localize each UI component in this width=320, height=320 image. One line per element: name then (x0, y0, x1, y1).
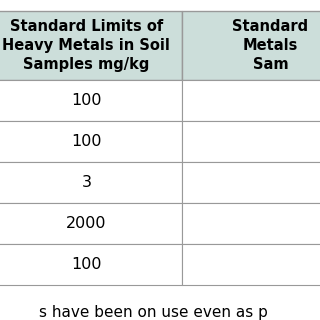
Bar (182, 11, 320, 80)
Text: Standard Limits of
Heavy Metals in Soil
Samples mg/kg: Standard Limits of Heavy Metals in Soil … (3, 19, 170, 72)
Bar (182, 244, 320, 285)
Bar (182, 162, 320, 203)
Bar (0, 121, 182, 162)
Text: 100: 100 (71, 93, 102, 108)
Bar (182, 80, 320, 121)
Bar (0, 203, 182, 244)
Bar (182, 203, 320, 244)
Bar (0, 244, 182, 285)
Text: 2000: 2000 (66, 216, 107, 231)
Bar (0, 162, 182, 203)
Text: s have been on use even as p: s have been on use even as p (39, 305, 268, 319)
Bar (182, 121, 320, 162)
Bar (0, 80, 182, 121)
Text: 100: 100 (71, 257, 102, 272)
Text: Standard
Metals
Sam: Standard Metals Sam (232, 19, 308, 72)
Text: 3: 3 (81, 175, 92, 190)
Bar (0, 11, 182, 80)
Text: 100: 100 (71, 134, 102, 149)
